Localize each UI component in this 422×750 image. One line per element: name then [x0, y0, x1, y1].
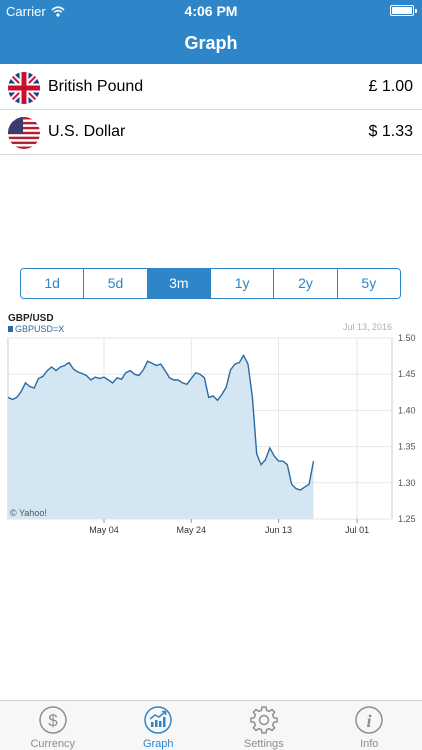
range-segment-3m[interactable]: 3m	[146, 269, 210, 298]
currency-row-usd[interactable]: U.S. Dollar $ 1.33	[0, 111, 422, 155]
y-tick-label: 1.50	[398, 333, 416, 343]
svg-text:$: $	[48, 711, 58, 730]
y-tick-label: 1.30	[398, 478, 416, 488]
y-tick-label: 1.25	[398, 514, 416, 524]
uk-flag-icon	[8, 72, 40, 104]
currency-name: U.S. Dollar	[48, 123, 126, 140]
tab-settings[interactable]: Settings	[211, 701, 317, 750]
carrier-label: Carrier	[6, 4, 46, 19]
tab-graph[interactable]: Graph	[106, 701, 212, 750]
svg-text:i: i	[367, 711, 372, 731]
y-tick-label: 1.45	[398, 369, 416, 379]
page-title: Graph	[184, 33, 238, 53]
chart-date-label: Jul 13, 2016	[343, 322, 392, 332]
tab-label: Graph	[142, 738, 174, 750]
range-segment-2y[interactable]: 2y	[273, 269, 337, 298]
chart-circle-icon	[144, 706, 172, 734]
tab-label: Currency	[30, 738, 76, 750]
tab-info[interactable]: i Info	[317, 701, 422, 750]
range-segmented-control: 1d 5d 3m 1y 2y 5y	[20, 268, 401, 299]
dollar-circle-icon: $	[39, 706, 67, 734]
navigation-header: Carrier 4:06 PM Graph	[0, 0, 422, 64]
info-circle-icon: i	[355, 706, 383, 734]
currency-name: British Pound	[48, 78, 144, 95]
chart-legend: GBPUSD=X	[15, 324, 64, 334]
y-tick-label: 1.35	[398, 442, 416, 452]
x-tick-label: Jul 01	[345, 525, 369, 535]
carrier-indicator: Carrier	[6, 4, 65, 19]
chart-title: GBP/USD	[8, 313, 54, 324]
currency-value: £ 1.00	[368, 78, 413, 95]
chart-canvas: 1.50 1.45 1.40 1.35 1.30 1.25 May 04 May 24 Jun…	[7, 313, 416, 535]
gear-icon	[250, 706, 278, 734]
currency-row-gbp[interactable]: British Pound £ 1.00	[0, 66, 422, 110]
x-tick-label: May 04	[89, 525, 119, 535]
range-segment-1y[interactable]: 1y	[209, 269, 274, 298]
range-segment-1d[interactable]: 1d	[21, 269, 84, 298]
wifi-icon	[51, 6, 65, 17]
x-tick-label: May 24	[177, 525, 207, 535]
x-tick-label: Jun 13	[265, 525, 292, 535]
chart-source: © Yahoo!	[10, 508, 47, 518]
series-area	[8, 355, 314, 519]
currency-value: $ 1.33	[368, 123, 413, 140]
series-line	[7, 353, 315, 491]
us-flag-icon	[8, 117, 40, 149]
tab-label: Settings	[243, 738, 284, 750]
range-segment-5d[interactable]: 5d	[83, 269, 147, 298]
battery-icon	[390, 5, 417, 16]
exchange-rate-chart: 1.50 1.45 1.40 1.35 1.30 1.25 May 04 May 24 Jun…	[0, 308, 422, 540]
legend-swatch	[8, 326, 13, 332]
tab-currency[interactable]: $ Currency	[0, 701, 106, 750]
tab-bar: $ Currency Graph Settings i Info	[0, 700, 422, 750]
status-time: 4:06 PM	[184, 3, 238, 19]
status-bar: Carrier 4:06 PM	[0, 0, 422, 22]
tab-label: Info	[360, 738, 379, 750]
range-segment-5y[interactable]: 5y	[336, 269, 400, 298]
y-tick-label: 1.40	[398, 405, 416, 415]
